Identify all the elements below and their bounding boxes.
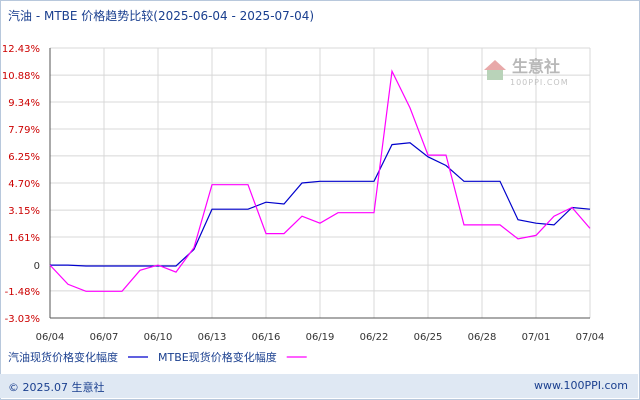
y-tick-label: 3.15% [8,206,40,217]
series-line-mtbe [49,69,591,292]
y-tick-label: -1.48% [5,287,40,298]
x-tick-label: 06/19 [306,332,335,343]
site-link[interactable]: www.100PPI.com [534,379,628,392]
y-tick-label: 12.43% [2,44,40,55]
watermark-house-body [487,70,503,80]
axes [49,48,590,319]
x-tick-label: 06/04 [36,332,65,343]
copyright-text: © 2025.07 生意社 [8,381,105,394]
y-tick-label: 1.61% [8,233,40,244]
legend: 汽油现货价格变化幅度 MTBE现货价格变化幅度 [8,350,307,364]
watermark-house-icon [484,60,506,70]
y-tick-label: 4.70% [8,179,40,190]
watermark-url: 100PPI.COM [510,78,569,87]
x-tick-label: 06/22 [360,332,389,343]
series [49,69,591,292]
x-tick-label: 06/28 [468,332,497,343]
y-tick-label: 10.88% [2,71,40,82]
x-tick-label: 06/13 [198,332,227,343]
footer-bar: © 2025.07 生意社 www.100PPI.com [0,374,638,398]
y-tick-label: -3.03% [5,314,40,325]
legend-label-gasoline: 汽油现货价格变化幅度 [8,350,118,364]
y-tick-label: 9.34% [8,98,40,109]
x-tick-label: 07/04 [576,332,605,343]
y-tick-label: 7.79% [8,125,40,136]
x-tick-label: 06/07 [90,332,119,343]
x-tick-label: 06/25 [414,332,443,343]
watermark-logo: 生意社 100PPI.COM [484,57,569,87]
y-tick-labels: 12.43% 10.88% 9.34% 7.79% 6.25% 4.70% 3.15% 1.6… [2,44,40,325]
y-tick-label: 0 [34,261,40,272]
watermark-name: 生意社 [512,57,560,76]
legend-label-mtbe: MTBE现货价格变化幅度 [158,350,277,364]
grid [49,47,591,319]
y-tick-label: 6.25% [8,152,40,163]
x-tick-label: 06/16 [252,332,281,343]
x-tick-label: 06/10 [144,332,173,343]
series-line-gasoline [50,142,591,267]
x-tick-label: 07/01 [522,332,551,343]
chart-title: 汽油 - MTBE 价格趋势比较(2025-06-04 - 2025-07-04… [8,9,315,23]
x-tick-labels: 06/04 06/07 06/10 06/13 06/16 06/19 06/22 06/25… [36,332,605,343]
